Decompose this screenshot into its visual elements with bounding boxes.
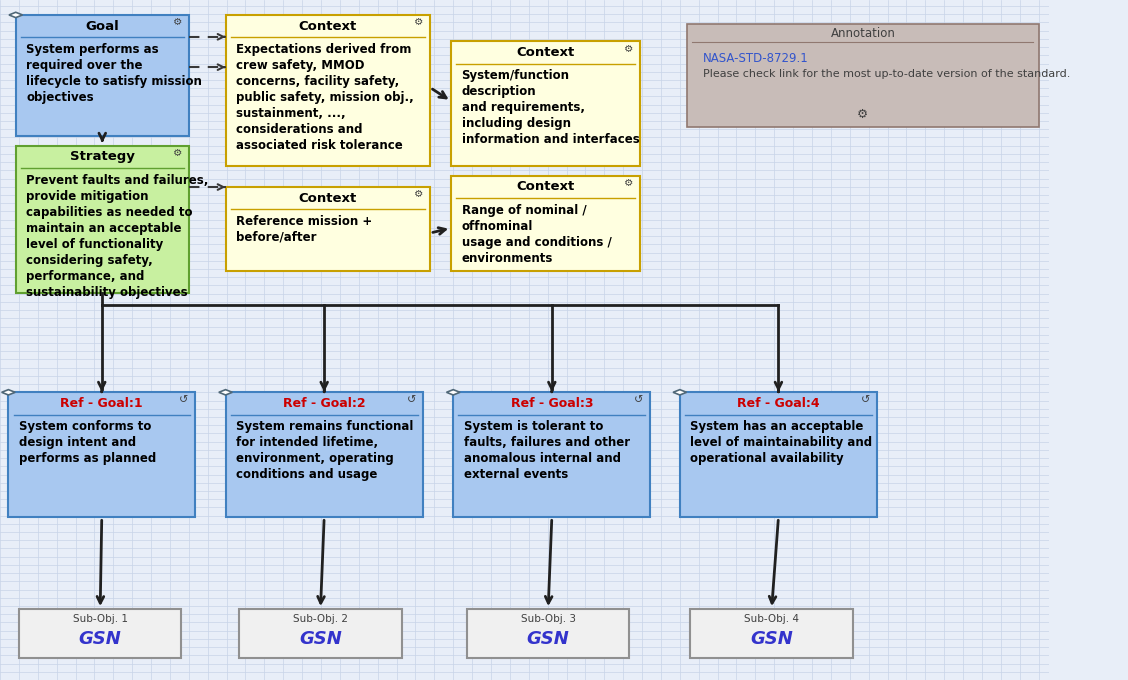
Text: Sub-Obj. 1: Sub-Obj. 1 <box>72 615 127 624</box>
Text: Strategy: Strategy <box>70 150 134 163</box>
Text: Reference mission +
before/after: Reference mission + before/after <box>236 215 372 244</box>
Text: System remains functional
for intended lifetime,
environment, operating
conditio: System remains functional for intended l… <box>236 420 414 481</box>
FancyBboxPatch shape <box>680 392 878 517</box>
Text: Context: Context <box>299 20 356 33</box>
Text: ⚙: ⚙ <box>173 148 182 158</box>
Text: ⚙: ⚙ <box>414 189 423 199</box>
Text: System is tolerant to
faults, failures and other
anomalous internal and
external: System is tolerant to faults, failures a… <box>464 420 629 481</box>
Text: Range of nominal /
offnominal
usage and conditions /
environments: Range of nominal / offnominal usage and … <box>461 203 611 265</box>
Text: System has an acceptable
level of maintainability and
operational availability: System has an acceptable level of mainta… <box>690 420 872 465</box>
Text: ↺: ↺ <box>861 395 870 405</box>
Text: Context: Context <box>299 192 356 205</box>
Polygon shape <box>9 12 23 18</box>
Text: System conforms to
design intent and
performs as planned: System conforms to design intent and per… <box>19 420 156 465</box>
Text: ⚙: ⚙ <box>624 178 633 188</box>
Text: Prevent faults and failures,
provide mitigation
capabilities as needed to
mainta: Prevent faults and failures, provide mit… <box>26 173 209 299</box>
FancyBboxPatch shape <box>8 392 195 517</box>
Text: Ref - Goal:1: Ref - Goal:1 <box>61 397 143 410</box>
FancyBboxPatch shape <box>19 609 182 658</box>
Text: Goal: Goal <box>86 20 120 33</box>
Polygon shape <box>1 390 15 395</box>
Text: NASA-STD-8729.1: NASA-STD-8729.1 <box>703 52 809 65</box>
FancyBboxPatch shape <box>16 15 188 137</box>
FancyBboxPatch shape <box>226 392 423 517</box>
Text: ↺: ↺ <box>406 395 416 405</box>
Text: Sub-Obj. 4: Sub-Obj. 4 <box>744 615 799 624</box>
FancyBboxPatch shape <box>451 41 640 167</box>
FancyBboxPatch shape <box>239 609 402 658</box>
FancyBboxPatch shape <box>687 24 1039 127</box>
Text: Please check link for the most up-to-date version of the standard.: Please check link for the most up-to-dat… <box>703 69 1070 79</box>
Text: Ref - Goal:3: Ref - Goal:3 <box>511 397 593 410</box>
FancyBboxPatch shape <box>16 146 188 293</box>
FancyBboxPatch shape <box>451 175 640 271</box>
Text: Ref - Goal:4: Ref - Goal:4 <box>737 397 820 410</box>
Text: System/function
description
and requirements,
including design
information and i: System/function description and requirem… <box>461 69 640 146</box>
FancyBboxPatch shape <box>453 392 651 517</box>
Text: GSN: GSN <box>527 630 570 648</box>
Text: Annotation: Annotation <box>830 27 896 40</box>
Text: ⚙: ⚙ <box>414 18 423 27</box>
Text: Context: Context <box>517 46 574 58</box>
Text: ↺: ↺ <box>634 395 644 405</box>
Text: ↺: ↺ <box>179 395 188 405</box>
Text: ⚙: ⚙ <box>624 44 633 54</box>
Text: GSN: GSN <box>299 630 342 648</box>
Text: ⚙: ⚙ <box>857 107 869 120</box>
Polygon shape <box>447 390 460 395</box>
FancyBboxPatch shape <box>226 15 430 167</box>
Text: ⚙: ⚙ <box>173 18 182 27</box>
Text: GSN: GSN <box>750 630 793 648</box>
Text: GSN: GSN <box>79 630 122 648</box>
FancyBboxPatch shape <box>226 187 430 271</box>
Text: Ref - Goal:2: Ref - Goal:2 <box>283 397 365 410</box>
Text: Sub-Obj. 2: Sub-Obj. 2 <box>293 615 349 624</box>
FancyBboxPatch shape <box>467 609 629 658</box>
Text: Sub-Obj. 3: Sub-Obj. 3 <box>521 615 575 624</box>
Text: Context: Context <box>517 180 574 193</box>
Polygon shape <box>219 390 232 395</box>
FancyBboxPatch shape <box>690 609 853 658</box>
Text: System performs as
required over the
lifecycle to satisfy mission
objectives: System performs as required over the lif… <box>26 43 202 104</box>
Polygon shape <box>673 390 687 395</box>
Text: Expectations derived from
crew safety, MMOD
concerns, facility safety,
public sa: Expectations derived from crew safety, M… <box>236 43 414 152</box>
